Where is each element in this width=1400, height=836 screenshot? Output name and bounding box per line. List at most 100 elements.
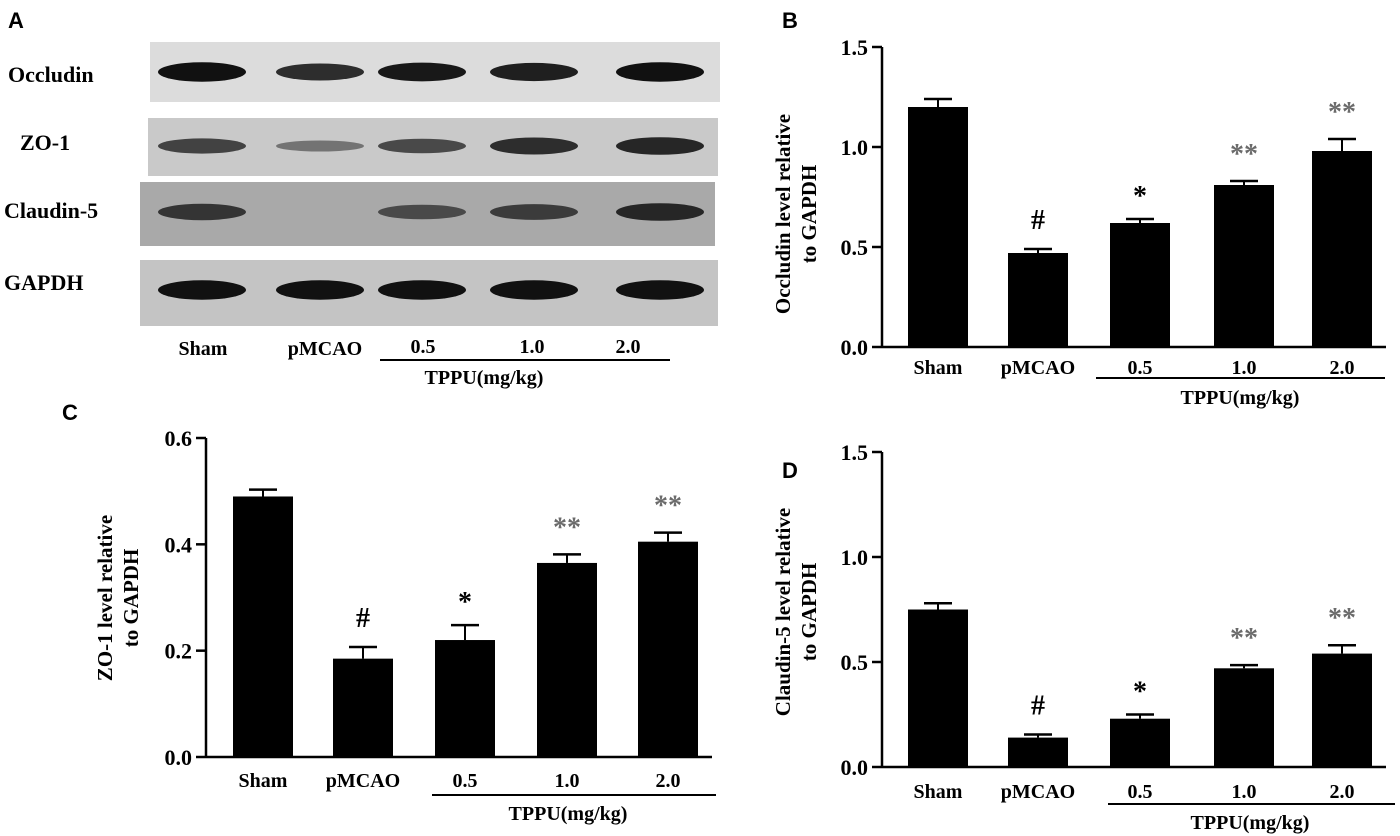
chart-b-category-label-4: 1.0: [1232, 357, 1257, 379]
chart-d-y-tick-label: 1.5: [841, 440, 869, 465]
blot-band-zo1-lane-4: [490, 137, 578, 155]
chart-panel-d: 0.0 0.5 1.0 1.5 Sham # pMCAO * 0.5 ** 1.0 ** 2.0 TPPU…: [771, 440, 1395, 834]
chart-c-category-label-2: pMCAO: [326, 770, 400, 792]
chart-c-bar-1: [233, 496, 293, 757]
chart-d-significance-5: **: [1328, 603, 1356, 634]
panel-letter-a: A: [8, 8, 24, 33]
blot-band-zo1-lane-2: [276, 140, 364, 152]
blot-band-gapdh-lane-1: [158, 280, 246, 300]
blot-band-gapdh-lane-3: [378, 280, 466, 300]
chart-b-category-label-1: Sham: [914, 357, 963, 379]
blot-bands: [158, 62, 704, 300]
blot-band-zo1-lane-3: [378, 138, 466, 154]
chart-c-y-tick-label: 0.4: [165, 532, 193, 557]
chart-b-category-label-3: 0.5: [1128, 357, 1153, 379]
blot-band-gapdh-lane-5: [616, 280, 704, 300]
chart-c-significance-5: **: [654, 491, 682, 522]
chart-c-y-tick-label: 0.6: [165, 426, 193, 451]
chart-b-significance-5: **: [1328, 97, 1356, 128]
blot-lane-label-2-0: 2.0: [616, 336, 641, 358]
chart-b-y-tick-label: 1.0: [841, 135, 869, 160]
blot-band-occludin-lane-3: [378, 62, 466, 82]
chart-c-category-label-5: 2.0: [656, 770, 681, 792]
chart-b-significance-3: *: [1133, 181, 1147, 212]
chart-panel-c: 0.0 0.2 0.4 0.6 Sham # pMCAO * 0.5 ** 1.0 ** 2.0 TPPU…: [93, 426, 716, 825]
chart-d-category-label-4: 1.0: [1232, 781, 1257, 803]
chart-d-y-tick-label: 0.0: [841, 755, 869, 780]
panel-letter-c: C: [62, 400, 78, 425]
blot-band-occludin-lane-4: [490, 62, 578, 82]
blot-band-occludin-lane-1: [158, 62, 246, 82]
blot-lane-label-0-5: 0.5: [411, 336, 436, 358]
chart-b-significance-4: **: [1230, 139, 1258, 170]
chart-d-significance-3: *: [1133, 677, 1147, 708]
blot-row-label-gapdh: GAPDH: [4, 270, 83, 295]
western-blot: Occludin ZO-1 Claudin-5 GAPDH Sham pMCAO…: [4, 42, 720, 389]
chart-c-category-label-4: 1.0: [555, 770, 580, 792]
blot-group-label: TPPU(mg/kg): [425, 367, 544, 389]
chart-d-category-label-2: pMCAO: [1001, 781, 1075, 803]
chart-d-significance-4: **: [1230, 623, 1258, 654]
panel-letter-d: D: [782, 458, 798, 483]
chart-b-category-label-2: pMCAO: [1001, 357, 1075, 379]
chart-d-bar-2: [1008, 737, 1068, 767]
blot-row-label-zo1: ZO-1: [20, 130, 70, 155]
chart-b-y-tick-label: 0.0: [841, 335, 869, 360]
chart-c-bar-5: [638, 541, 698, 757]
chart-d-y-axis-label-line-2: to GAPDH: [797, 563, 821, 662]
blot-lane-label-1-0: 1.0: [520, 336, 545, 358]
chart-d-category-label-5: 2.0: [1330, 781, 1355, 803]
blot-row-label-claudin5: Claudin-5: [4, 198, 98, 223]
chart-c-y-axis-label-line-2: to GAPDH: [119, 549, 143, 648]
chart-c-category-label-1: Sham: [239, 770, 288, 792]
chart-b-y-axis-label: Occludin level relativeto GAPDH: [771, 114, 821, 314]
chart-b-y-axis-label-line-1: Occludin level relative: [771, 114, 795, 314]
chart-b-significance-2: #: [1031, 205, 1045, 236]
blot-band-gapdh-lane-4: [490, 280, 578, 300]
blot-band-claudin5-lane-4: [490, 204, 578, 220]
chart-d-y-tick-label: 1.0: [841, 545, 869, 570]
chart-b-y-axis-label-line-2: to GAPDH: [797, 165, 821, 264]
chart-c-category-label-3: 0.5: [453, 770, 478, 792]
chart-b-group-label: TPPU(mg/kg): [1181, 387, 1300, 409]
blot-lane-label-sham: Sham: [179, 338, 228, 360]
blot-band-occludin-lane-2: [276, 63, 364, 81]
chart-b-y-tick-label: 0.5: [841, 235, 869, 260]
chart-c-bar-2: [333, 658, 393, 757]
chart-c-significance-3: *: [458, 587, 472, 618]
chart-c-significance-4: **: [553, 512, 581, 543]
panel-letter-b: B: [782, 8, 798, 33]
chart-b-bar-2: [1008, 253, 1068, 347]
blot-row-label-occludin: Occludin: [8, 62, 94, 87]
blot-band-occludin-lane-5: [616, 62, 704, 82]
chart-c-bar-3: [435, 640, 495, 757]
chart-c-significance-2: #: [356, 603, 370, 634]
chart-d-y-tick-label: 0.5: [841, 650, 869, 675]
blot-band-zo1-lane-1: [158, 138, 246, 154]
chart-c-group-label: TPPU(mg/kg): [509, 803, 628, 825]
blot-band-claudin5-lane-1: [158, 203, 246, 221]
chart-c-bar-4: [537, 562, 597, 757]
chart-d-y-axis-label: Claudin-5 level relativeto GAPDH: [771, 508, 821, 716]
chart-b-bar-1: [908, 107, 968, 347]
chart-d-bar-3: [1110, 718, 1170, 767]
chart-d-bar-5: [1312, 653, 1372, 767]
chart-b-y-tick-label: 1.5: [841, 35, 869, 60]
chart-d-y-axis-label-line-1: Claudin-5 level relative: [771, 508, 795, 716]
blot-band-gapdh-lane-2: [276, 280, 364, 300]
chart-b-bar-3: [1110, 223, 1170, 347]
chart-panel-b: 0.0 0.5 1.0 1.5 Sham # pMCAO * 0.5 ** 1.0 ** 2.0 TPPU…: [771, 35, 1386, 409]
chart-c-y-tick-label: 0.0: [165, 745, 193, 770]
chart-b-bar-4: [1214, 185, 1274, 347]
chart-c-y-tick-label: 0.2: [165, 639, 193, 664]
chart-d-category-label-3: 0.5: [1128, 781, 1153, 803]
chart-b-bar-5: [1312, 151, 1372, 347]
chart-c-y-axis-label-line-1: ZO-1 level relative: [93, 515, 117, 681]
chart-d-significance-2: #: [1031, 690, 1045, 721]
blot-band-claudin5-lane-3: [378, 204, 466, 220]
blot-band-claudin5-lane-5: [616, 203, 704, 221]
chart-c-y-axis-label: ZO-1 level relativeto GAPDH: [93, 515, 143, 681]
blot-band-zo1-lane-5: [616, 137, 704, 155]
chart-d-category-label-1: Sham: [914, 781, 963, 803]
